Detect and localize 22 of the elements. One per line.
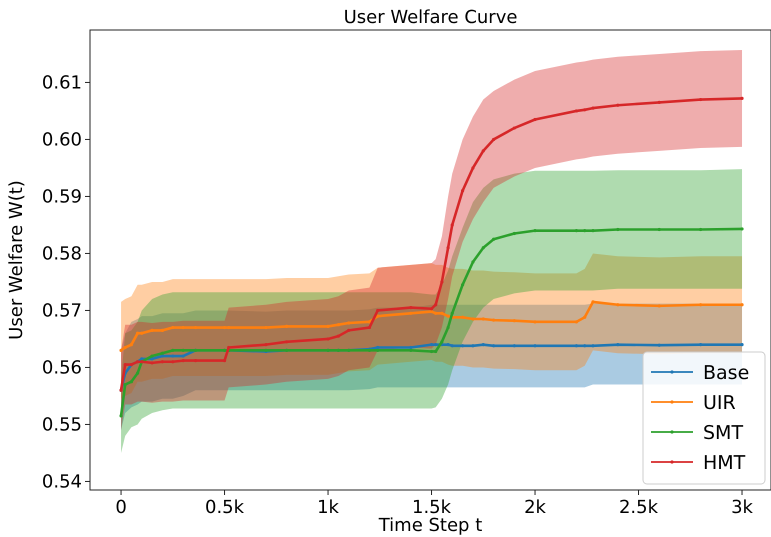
y-axis-title: User Welfare W(t)	[6, 180, 27, 340]
x-tick-label: 2k	[524, 497, 547, 518]
y-tick-label: 0.61	[42, 72, 82, 94]
legend-label: SMT	[703, 422, 744, 444]
legend-label: HMT	[703, 452, 746, 474]
legend-label: UIR	[703, 392, 736, 414]
y-tick-label: 0.57	[42, 300, 82, 322]
chart-title: User Welfare Curve	[344, 7, 518, 28]
x-axis-title: Time Step t	[378, 515, 482, 536]
y-tick-label: 0.60	[42, 129, 82, 150]
x-tick-label: 3k	[731, 497, 754, 518]
x-tick-label: 1.5k	[412, 497, 452, 518]
y-tick-label: 0.54	[42, 471, 82, 492]
legend-label: Base	[703, 362, 750, 384]
x-tick-label: 1k	[317, 497, 340, 518]
y-tick-label: 0.55	[42, 414, 82, 436]
y-tick-label: 0.58	[42, 243, 82, 264]
x-tick-label: 0	[115, 497, 127, 518]
y-tick-label: 0.59	[42, 186, 82, 208]
x-tick-label: 0.5k	[205, 497, 245, 518]
x-tick-label: 2.5k	[618, 497, 659, 518]
y-tick-label: 0.56	[42, 357, 82, 378]
